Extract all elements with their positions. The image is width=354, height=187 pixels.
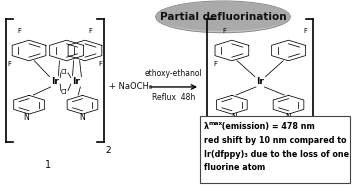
Text: 1: 1: [45, 160, 51, 170]
Text: Ir: Ir: [256, 77, 264, 86]
Text: F: F: [98, 61, 102, 67]
Ellipse shape: [156, 1, 290, 31]
Ellipse shape: [156, 1, 290, 33]
Ellipse shape: [156, 1, 290, 31]
Text: max: max: [209, 121, 223, 126]
Text: Reflux  48h: Reflux 48h: [152, 94, 195, 102]
Text: fluorine atom: fluorine atom: [204, 163, 265, 172]
Text: + NaOCH₃: + NaOCH₃: [109, 82, 153, 91]
Text: F: F: [17, 28, 22, 34]
Text: N: N: [80, 113, 85, 122]
Text: Ir(dfppy)₃ due to the loss of one: Ir(dfppy)₃ due to the loss of one: [204, 150, 349, 159]
Text: Ir: Ir: [51, 77, 59, 86]
Text: 2: 2: [280, 160, 286, 170]
Ellipse shape: [156, 1, 290, 33]
Text: F: F: [7, 61, 12, 67]
Text: Cl: Cl: [61, 69, 68, 75]
Text: N: N: [231, 113, 236, 122]
Ellipse shape: [156, 1, 290, 32]
Ellipse shape: [156, 1, 290, 33]
Ellipse shape: [156, 1, 290, 32]
Ellipse shape: [156, 1, 290, 31]
Text: F: F: [88, 28, 92, 34]
FancyBboxPatch shape: [200, 116, 350, 183]
Text: N: N: [24, 113, 29, 122]
Text: F: F: [303, 28, 307, 34]
Text: Ir: Ir: [72, 77, 80, 86]
Text: F: F: [223, 28, 227, 34]
Text: (emission) = 478 nm: (emission) = 478 nm: [219, 122, 314, 131]
Text: 2: 2: [314, 146, 320, 155]
Text: N: N: [286, 113, 291, 122]
Text: 2: 2: [105, 146, 111, 155]
Text: Partial defluorination: Partial defluorination: [160, 12, 286, 22]
Ellipse shape: [156, 1, 290, 33]
Text: λ: λ: [204, 122, 209, 131]
Text: red shift by 10 nm compared to: red shift by 10 nm compared to: [204, 136, 346, 145]
Ellipse shape: [156, 1, 290, 30]
Ellipse shape: [156, 1, 290, 31]
Text: F: F: [213, 61, 217, 67]
Text: ethoxy-ethanol: ethoxy-ethanol: [144, 69, 202, 78]
Ellipse shape: [156, 1, 290, 32]
Text: Cl: Cl: [61, 89, 68, 95]
